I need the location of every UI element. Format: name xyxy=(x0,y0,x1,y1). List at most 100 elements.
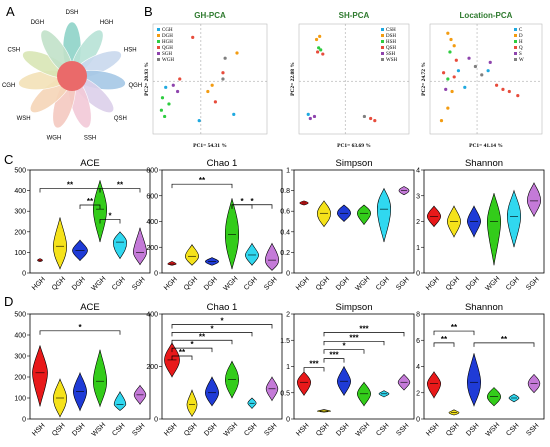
significance-bracket xyxy=(171,183,233,189)
pca-point xyxy=(486,69,490,73)
y-tick-label: 0.4 xyxy=(280,229,290,236)
x-tick-label: HGH xyxy=(295,276,311,292)
violin-csh xyxy=(113,390,127,412)
y-tick-label: 300 xyxy=(14,354,26,361)
violin-sgh xyxy=(526,182,542,218)
y-tick-label: 1 xyxy=(416,245,420,252)
significance-bracket xyxy=(171,324,273,329)
pca-point xyxy=(439,119,444,123)
pca-point xyxy=(463,85,467,89)
x-tick-label: QGH xyxy=(183,276,199,292)
legend-swatch xyxy=(381,46,384,49)
significance-label: ** xyxy=(199,332,206,341)
petal-label: CSH xyxy=(7,47,20,53)
significance-label: ** xyxy=(451,323,458,332)
pca-xlabel: PC1= 54.31 % xyxy=(193,143,227,149)
pca-point xyxy=(235,51,239,55)
x-tick-label: CGH xyxy=(375,276,391,292)
plot-frame xyxy=(161,169,283,274)
panel-label-c: C xyxy=(4,152,13,167)
y-tick-label: 2 xyxy=(416,219,420,226)
legend-swatch xyxy=(157,28,160,31)
x-tick-label: QSH xyxy=(315,422,331,438)
y-tick-label: 1 xyxy=(286,168,290,175)
legend-entry: W xyxy=(519,58,524,63)
y-tick-label: 300 xyxy=(14,209,26,216)
x-tick-label: CSH xyxy=(375,422,390,437)
x-tick-label: HSH xyxy=(295,422,310,437)
significance-label: * xyxy=(342,342,346,351)
significance-bracket xyxy=(231,204,273,209)
violin-sgh xyxy=(132,227,148,266)
y-tick-label: 0 xyxy=(22,417,26,424)
y-tick-label: 0.6 xyxy=(280,209,290,216)
pca-point xyxy=(178,77,182,81)
violin-dsh xyxy=(466,353,482,407)
significance-label: ** xyxy=(117,181,124,190)
y-tick-label: 400 xyxy=(146,312,158,319)
pca-title: Location-PCA xyxy=(460,11,513,20)
violin-cgh xyxy=(376,187,392,243)
pca-point xyxy=(164,85,168,89)
y-tick-label: 400 xyxy=(14,188,26,195)
significance-bracket xyxy=(79,204,101,210)
legend-swatch xyxy=(514,40,517,43)
plot-frame xyxy=(29,169,151,274)
pca-ylabel: PC2= 20.93 % xyxy=(144,62,150,96)
chart-title: ACE xyxy=(80,158,100,169)
pca-point xyxy=(191,35,195,40)
y-tick-label: 2 xyxy=(416,390,420,397)
legend-entry: SGH xyxy=(162,52,172,57)
legend-entry: WSH xyxy=(386,58,398,63)
x-tick-label: SSH xyxy=(395,422,410,437)
significance-label: *** xyxy=(309,360,319,369)
significance-label: * xyxy=(190,340,194,349)
x-tick-label: CGH xyxy=(243,276,259,292)
y-tick-label: 400 xyxy=(14,333,26,340)
x-tick-label: CGH xyxy=(111,276,127,292)
petal-label: WSH xyxy=(17,116,31,122)
pca-point xyxy=(473,64,477,69)
significance-label: * xyxy=(78,323,82,332)
y-tick-label: 0 xyxy=(286,271,290,278)
violin-wsh xyxy=(92,349,108,408)
y-tick-label: 0 xyxy=(286,417,290,424)
significance-label: ** xyxy=(501,335,508,344)
chart-title: ACE xyxy=(80,302,100,313)
legend-entry: SSH xyxy=(386,52,396,57)
y-tick-label: 0 xyxy=(416,271,420,278)
x-tick-label: QGH xyxy=(51,276,67,292)
legend-entry: D xyxy=(519,34,523,39)
petal-label: QGH xyxy=(129,83,143,89)
chart-title: Chao 1 xyxy=(207,302,238,313)
pca-point xyxy=(446,31,450,35)
y-tick-label: 400 xyxy=(146,219,158,226)
pca-point xyxy=(480,73,484,77)
violin-hsh xyxy=(426,371,442,399)
pca-frame xyxy=(429,23,543,135)
pca-point xyxy=(449,37,453,42)
petal-label: DSH xyxy=(66,10,79,16)
legend-swatch xyxy=(514,34,517,37)
significance-label: ** xyxy=(179,348,186,357)
x-tick-label: DGH xyxy=(335,276,351,292)
pca-frame xyxy=(152,23,268,135)
y-tick-label: 0 xyxy=(22,271,26,278)
significance-bracket xyxy=(99,219,121,224)
pca-point xyxy=(210,83,214,87)
legend-entry: H xyxy=(519,40,523,45)
y-tick-label: 0 xyxy=(154,417,158,424)
violin-cgh xyxy=(244,242,260,266)
significance-label: ** xyxy=(67,181,74,190)
significance-label: * xyxy=(220,317,224,326)
x-tick-label: QGH xyxy=(445,276,461,292)
legend-swatch xyxy=(514,28,517,31)
x-tick-label: HGH xyxy=(425,276,441,292)
y-tick-label: 500 xyxy=(14,312,26,319)
legend-swatch xyxy=(381,58,384,61)
violin-chart: Shannon 0 1 2 3 4 HGH QGH DGH WGH CGH SGH xyxy=(416,158,545,292)
